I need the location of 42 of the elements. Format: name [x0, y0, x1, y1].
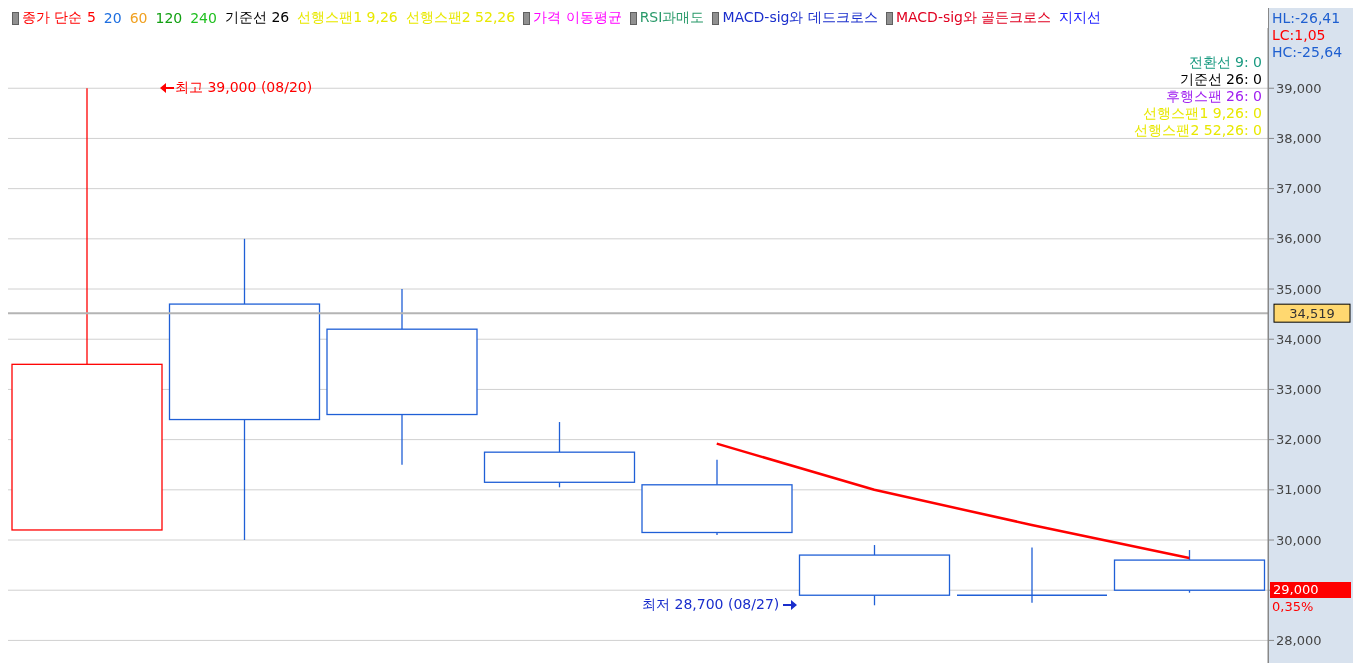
- text: 선행스팬2 52,26: [405, 9, 516, 27]
- candlestick: [641, 459, 793, 536]
- y-tick-label: 30,000: [1276, 532, 1322, 548]
- y-tick-label: 37,000: [1276, 181, 1322, 197]
- y-tick-label: 34,000: [1276, 331, 1322, 347]
- annotation: 후행스팬 26: 0: [1164, 88, 1262, 105]
- y-tick-label: 28,000: [1276, 633, 1322, 649]
- text: MACD-sig와 골든크로스: [894, 9, 1052, 27]
- text: 지지선: [1059, 9, 1102, 27]
- text: 60: [129, 9, 148, 27]
- annotation: 최저 28,700 (08/27): [642, 596, 781, 615]
- text: 0,35%: [1272, 599, 1314, 615]
- text: 29,000: [1270, 582, 1351, 599]
- text: 240: [190, 9, 217, 27]
- y-tick-label: 36,000: [1276, 231, 1322, 247]
- line-series: [715, 442, 1191, 560]
- candlestick: [326, 288, 478, 466]
- annotation: 전환선 9: 0: [1187, 54, 1262, 71]
- text: LC:1,05: [1272, 27, 1327, 44]
- annotation: 선행스팬2 52,26: 0: [1134, 122, 1262, 139]
- text: MACD-sig와 데드크로스: [721, 9, 878, 27]
- text: 20: [103, 9, 122, 27]
- y-tick-label: 32,000: [1276, 432, 1322, 448]
- y-tick-label: 35,000: [1276, 281, 1322, 297]
- candlestick: [956, 546, 1108, 604]
- candlestick: [168, 238, 321, 541]
- text: HC:-25,64: [1272, 44, 1343, 61]
- text: 120: [155, 9, 183, 27]
- annotation: 기준선 26: 0: [1178, 71, 1262, 88]
- y-tick-label: 38,000: [1276, 131, 1322, 147]
- text: HL:-26,41: [1272, 10, 1342, 27]
- y-tick-label: 31,000: [1276, 482, 1322, 498]
- text: 선행스팬1 9,26: [297, 9, 398, 27]
- ref-line-label: 34,519: [1289, 306, 1335, 322]
- text: RSI과매도: [638, 9, 705, 27]
- text: 기준선 26: [224, 9, 290, 27]
- annotation: 선행스팬1 9,26: 0: [1142, 105, 1262, 122]
- annotation: 최고 39,000 (08/20): [174, 79, 313, 98]
- text: 종가 단순 5: [21, 9, 96, 27]
- y-tick-label: 33,000: [1276, 382, 1322, 398]
- y-tick-label: 39,000: [1276, 80, 1322, 96]
- text: 가격 이동평균: [532, 9, 622, 27]
